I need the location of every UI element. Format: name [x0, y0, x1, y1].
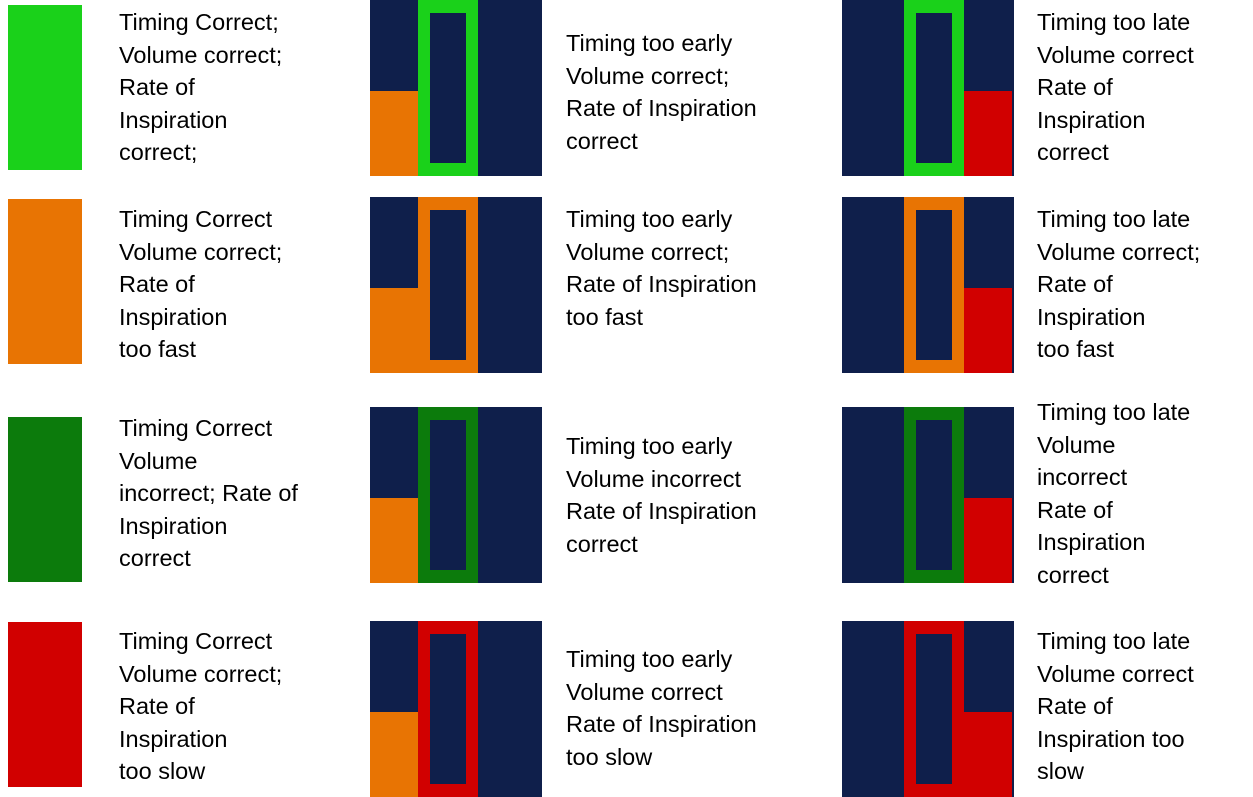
- label-too-early-too-slow: Timing too early Volume correct Rate of In…: [566, 643, 757, 773]
- label-line: correct: [1037, 139, 1109, 165]
- label-line: too fast: [119, 336, 197, 362]
- label-correct-timing-too-fast: Timing Correct Volume correct; Rate of Insp…: [119, 203, 282, 366]
- label-line: Rate of: [119, 271, 195, 297]
- label-line: Rate of: [1037, 693, 1113, 719]
- target-frame: [904, 621, 964, 797]
- label-line: correct: [1037, 561, 1109, 588]
- label-line: Inspiration too: [1037, 725, 1185, 752]
- label-line: incorrect: [1037, 464, 1128, 490]
- label-too-late-too-slow: Timing too late Volume correct Rate of Insp…: [1037, 625, 1194, 788]
- label-line: Volume incorrect: [566, 465, 742, 492]
- label-line: Volume correct: [566, 678, 723, 705]
- label-too-late-too-fast: Timing too late Volume correct; Rate of Ins…: [1037, 203, 1200, 366]
- label-line: Volume correct;: [119, 41, 283, 68]
- target-frame: [904, 0, 964, 176]
- label-line: too slow: [566, 743, 653, 770]
- label-correct-timing-volume-incorrect: Timing Correct Volume incorrect; Rate of In…: [119, 412, 298, 575]
- label-line: Rate of: [119, 693, 195, 719]
- panel-too-late-too-slow: [842, 621, 1014, 797]
- label-too-early-correct: Timing too early Volume correct; Rate of I…: [566, 27, 757, 157]
- label-line: correct: [566, 530, 638, 557]
- panel-too-early-correct: [370, 0, 542, 176]
- label-line: incorrect; Rate of: [119, 480, 298, 506]
- panel-too-late-too-fast: [842, 197, 1014, 373]
- label-line: Timing Correct: [119, 206, 273, 232]
- label-line: Rate of: [1037, 74, 1113, 100]
- panel-too-late-correct: [842, 0, 1014, 176]
- label-line: Inspiration: [119, 512, 228, 539]
- panel-too-early-too-slow: [370, 621, 542, 797]
- label-line: Timing too early: [566, 433, 733, 459]
- target-frame: [418, 407, 478, 583]
- label-line: Volume correct;: [119, 660, 283, 687]
- label-line: Rate of: [1037, 496, 1113, 523]
- early-bar: [370, 91, 418, 176]
- label-line: Inspiration: [1037, 303, 1146, 330]
- late-bar: [964, 288, 1012, 373]
- label-line: Volume correct: [1037, 41, 1194, 68]
- label-line: Timing too late: [1037, 9, 1191, 35]
- label-line: correct: [566, 127, 638, 154]
- label-line: Volume correct;: [119, 238, 283, 265]
- swatch-correct: [8, 5, 82, 170]
- panel-too-late-volume-incorrect: [842, 407, 1014, 583]
- label-line: Timing too late: [1037, 206, 1191, 232]
- label-line: correct: [119, 545, 191, 571]
- panel-too-early-volume-incorrect: [370, 407, 542, 583]
- swatch-too-slow: [8, 622, 82, 787]
- label-line: too fast: [1037, 336, 1115, 362]
- label-correct-timing-too-slow: Timing Correct Volume correct; Rate of Insp…: [119, 625, 282, 788]
- label-line: Timing Correct: [119, 628, 273, 654]
- target-frame: [418, 621, 478, 797]
- swatch-too-fast: [8, 199, 82, 364]
- label-line: correct;: [119, 139, 198, 165]
- early-bar: [370, 498, 418, 583]
- label-too-late-correct: Timing too late Volume correct Rate of Insp…: [1037, 6, 1194, 169]
- label-line: Rate of Inspiration: [566, 271, 757, 297]
- label-line: Inspiration: [1037, 106, 1146, 133]
- label-line: Volume: [1037, 431, 1116, 458]
- late-bar: [964, 91, 1012, 176]
- label-line: Volume: [119, 447, 198, 474]
- label-too-late-volume-incorrect: Timing too late Volume incorrect Rate of Ins…: [1037, 396, 1190, 591]
- label-line: Timing too early: [566, 30, 733, 56]
- label-correct-timing-correct: Timing Correct; Volume correct; Rate of Ins…: [119, 6, 282, 169]
- target-frame: [418, 197, 478, 373]
- label-line: Volume correct: [1037, 660, 1194, 687]
- label-line: Timing Correct;: [119, 9, 279, 35]
- label-line: Rate of Inspiration: [566, 498, 757, 524]
- label-line: Timing too early: [566, 206, 733, 232]
- label-too-early-too-fast: Timing too early Volume correct; Rate of I…: [566, 203, 757, 333]
- label-line: Inspiration: [119, 725, 228, 752]
- label-line: Inspiration: [1037, 529, 1146, 555]
- label-line: slow: [1037, 758, 1085, 784]
- target-frame: [904, 407, 964, 583]
- early-bar: [370, 712, 418, 797]
- target-frame: [418, 0, 478, 176]
- label-line: Timing too late: [1037, 399, 1191, 425]
- label-line: too fast: [566, 303, 644, 330]
- label-line: Volume correct;: [566, 62, 730, 89]
- label-line: Rate of: [119, 74, 195, 100]
- label-line: Timing Correct: [119, 415, 273, 441]
- label-line: Timing too early: [566, 646, 733, 672]
- label-line: Rate of: [1037, 271, 1113, 297]
- label-line: Inspiration: [119, 106, 228, 133]
- swatch-volume-incorrect: [8, 417, 82, 582]
- label-line: Rate of Inspiration: [566, 711, 757, 737]
- label-line: Inspiration: [119, 303, 228, 330]
- label-line: Volume correct;: [566, 238, 730, 265]
- label-line: too slow: [119, 758, 206, 784]
- early-bar: [370, 288, 418, 373]
- label-line: Volume correct;: [1037, 238, 1201, 265]
- label-line: Timing too late: [1037, 628, 1191, 654]
- late-bar: [964, 498, 1012, 583]
- label-line: Rate of Inspiration: [566, 95, 757, 121]
- label-too-early-volume-incorrect: Timing too early Volume incorrect Rate of …: [566, 430, 757, 560]
- panel-too-early-too-fast: [370, 197, 542, 373]
- late-bar: [964, 712, 1012, 797]
- target-frame: [904, 197, 964, 373]
